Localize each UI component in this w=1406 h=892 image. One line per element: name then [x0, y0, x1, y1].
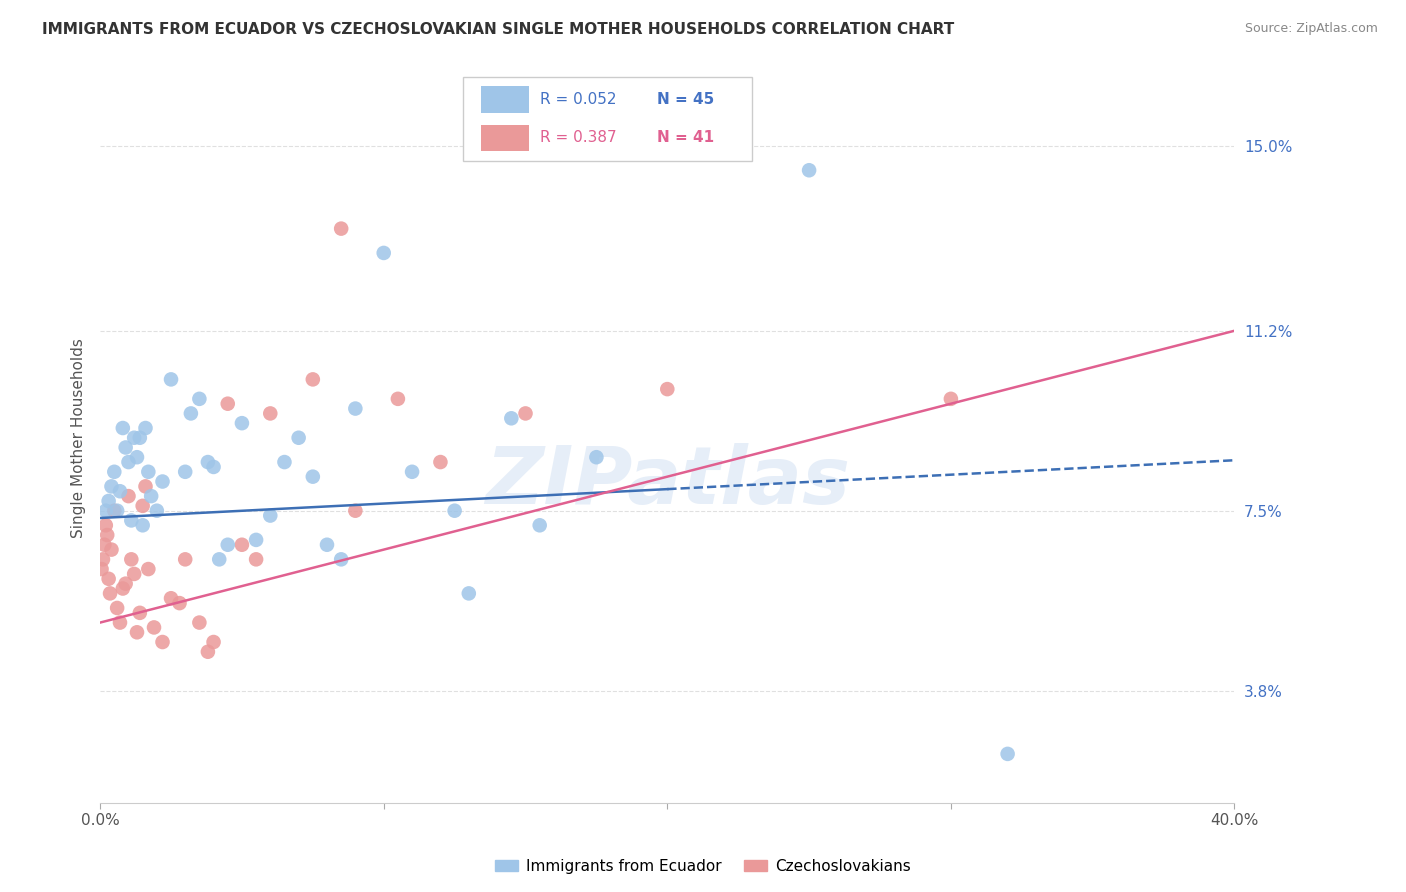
Text: N = 41: N = 41 — [657, 130, 714, 145]
Point — [797, 163, 820, 178]
Point — [188, 615, 211, 630]
Point — [122, 431, 145, 445]
Point — [330, 221, 353, 235]
Point — [515, 406, 537, 420]
Point — [114, 576, 136, 591]
Point — [429, 455, 451, 469]
Point — [231, 416, 253, 430]
Point — [443, 504, 465, 518]
Point — [202, 459, 225, 474]
Point — [501, 411, 523, 425]
Point — [529, 518, 551, 533]
Point — [259, 508, 281, 523]
Point — [217, 538, 239, 552]
Point — [93, 538, 115, 552]
Text: R = 0.387: R = 0.387 — [540, 130, 617, 145]
Point — [105, 504, 128, 518]
Point — [344, 504, 367, 518]
Point — [330, 552, 353, 566]
Point — [138, 465, 160, 479]
Point — [217, 397, 239, 411]
Point — [387, 392, 409, 406]
Point — [169, 596, 191, 610]
FancyBboxPatch shape — [481, 125, 529, 151]
Point — [108, 484, 131, 499]
Point — [134, 479, 156, 493]
Point — [125, 450, 148, 465]
Text: Source: ZipAtlas.com: Source: ZipAtlas.com — [1244, 22, 1378, 36]
Point — [120, 513, 142, 527]
Point — [100, 542, 122, 557]
Point — [100, 479, 122, 493]
Point — [939, 392, 962, 406]
Text: ZIPatlas: ZIPatlas — [485, 442, 849, 521]
Point — [301, 372, 323, 386]
Point — [202, 635, 225, 649]
Point — [997, 747, 1019, 761]
Point — [94, 504, 117, 518]
Point — [105, 601, 128, 615]
Point — [125, 625, 148, 640]
Point — [373, 246, 395, 260]
Point — [96, 528, 118, 542]
Point — [245, 552, 267, 566]
Text: IMMIGRANTS FROM ECUADOR VS CZECHOSLOVAKIAN SINGLE MOTHER HOUSEHOLDS CORRELATION : IMMIGRANTS FROM ECUADOR VS CZECHOSLOVAKI… — [42, 22, 955, 37]
Point — [152, 475, 174, 489]
Text: N = 45: N = 45 — [657, 92, 714, 107]
Point — [197, 455, 219, 469]
Point — [114, 441, 136, 455]
Point — [657, 382, 679, 396]
Point — [103, 504, 125, 518]
Point — [97, 494, 120, 508]
Point — [117, 489, 139, 503]
Point — [273, 455, 295, 469]
Point — [143, 620, 166, 634]
Point — [208, 552, 231, 566]
Point — [231, 538, 253, 552]
Point — [128, 431, 150, 445]
Point — [141, 489, 163, 503]
Point — [457, 586, 479, 600]
Point — [111, 582, 134, 596]
FancyBboxPatch shape — [481, 87, 529, 112]
Point — [344, 401, 367, 416]
Point — [91, 552, 114, 566]
Text: R = 0.052: R = 0.052 — [540, 92, 617, 107]
Point — [94, 518, 117, 533]
Point — [117, 455, 139, 469]
Point — [128, 606, 150, 620]
Y-axis label: Single Mother Households: Single Mother Households — [72, 338, 86, 538]
Point — [585, 450, 607, 465]
Point — [131, 499, 153, 513]
FancyBboxPatch shape — [463, 77, 752, 161]
Point — [160, 372, 183, 386]
Point — [120, 552, 142, 566]
Point — [122, 566, 145, 581]
Point — [103, 465, 125, 479]
Point — [197, 645, 219, 659]
Point — [111, 421, 134, 435]
Point — [152, 635, 174, 649]
Point — [316, 538, 339, 552]
Point — [287, 431, 309, 445]
Point — [180, 406, 202, 420]
Point — [301, 469, 323, 483]
Point — [138, 562, 160, 576]
Point — [134, 421, 156, 435]
Point — [401, 465, 423, 479]
Point — [174, 465, 197, 479]
Point — [245, 533, 267, 547]
Point — [108, 615, 131, 630]
Point — [131, 518, 153, 533]
Legend: Immigrants from Ecuador, Czechoslovakians: Immigrants from Ecuador, Czechoslovakian… — [489, 853, 917, 880]
Point — [90, 562, 112, 576]
Point — [97, 572, 120, 586]
Point — [146, 504, 169, 518]
Point — [160, 591, 183, 606]
Point — [98, 586, 121, 600]
Point — [259, 406, 281, 420]
Point — [174, 552, 197, 566]
Point — [188, 392, 211, 406]
